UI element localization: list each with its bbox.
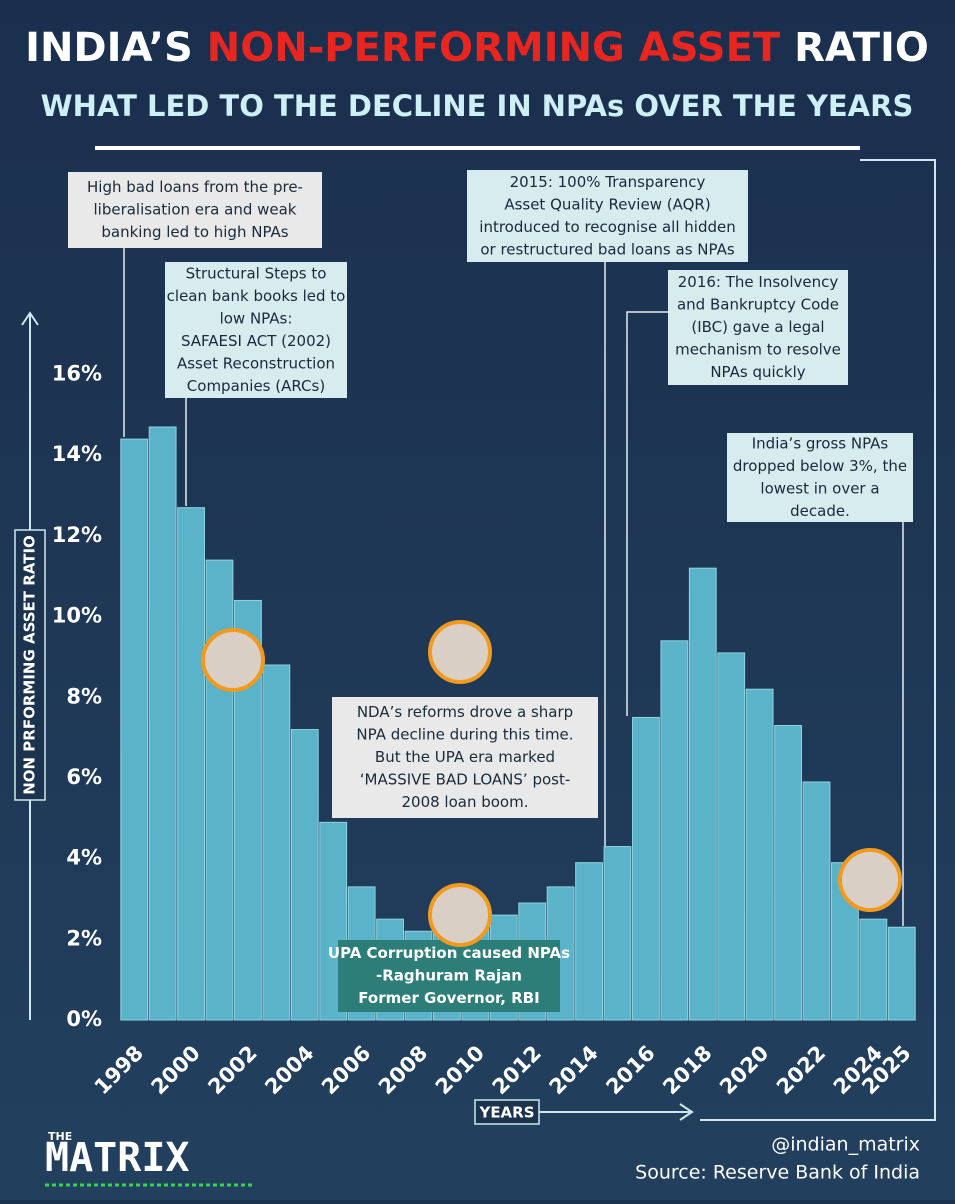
annotation-box bbox=[727, 433, 913, 522]
annotation-text: low NPAs: bbox=[220, 309, 293, 327]
portraits bbox=[201, 620, 902, 947]
annotation-text: India’s gross NPAs bbox=[752, 434, 889, 452]
annotation-text: 2008 loan boom. bbox=[401, 793, 528, 811]
handle: @indian_matrix bbox=[771, 1134, 920, 1156]
annotation-text: NPAs quickly bbox=[710, 363, 805, 381]
y-tick-label: 6% bbox=[66, 765, 102, 789]
chart-title: INDIA’S NON-PERFORMING ASSET RATIO bbox=[25, 25, 929, 71]
annotation-text: Asset Quality Review (AQR) bbox=[504, 195, 710, 213]
annotation-text: NPA decline during this time. bbox=[356, 726, 573, 744]
annotation-text: Structural Steps to bbox=[186, 264, 327, 282]
annotation-box bbox=[467, 170, 748, 262]
y-tick-label: 4% bbox=[66, 846, 102, 870]
annotation-text: (IBC) gave a legal bbox=[691, 318, 824, 336]
annotation-text: High bad loans from the pre- bbox=[87, 178, 303, 196]
x-arrow-head bbox=[679, 1103, 694, 1121]
source: Source: Reserve Bank of India bbox=[635, 1162, 920, 1184]
bar bbox=[660, 640, 689, 1021]
annotations: High bad loans from the pre-liberalisati… bbox=[68, 170, 913, 1012]
y-tick-label: 10% bbox=[52, 604, 102, 628]
annotation-box bbox=[338, 940, 560, 1012]
annotation-text: -Raghuram Rajan bbox=[376, 967, 522, 985]
annotation-text: clean bank books led to bbox=[167, 287, 346, 305]
bar bbox=[887, 926, 916, 1021]
annotation-text: SAFAESI ACT (2002) bbox=[181, 332, 331, 350]
bar bbox=[717, 652, 746, 1021]
annotation-text: decade. bbox=[790, 502, 850, 520]
bar bbox=[688, 567, 717, 1021]
y-tick-label: 16% bbox=[52, 362, 102, 386]
annotation-text: dropped below 3%, the bbox=[733, 457, 907, 475]
y-tick-label: 8% bbox=[66, 684, 102, 708]
annotation-text: mechanism to resolve bbox=[675, 341, 841, 359]
bar bbox=[575, 862, 603, 1021]
annotation-text: Former Governor, RBI bbox=[358, 989, 539, 1007]
frame bbox=[700, 159, 936, 1121]
x-label-box bbox=[474, 1099, 540, 1125]
y-tick-label: 0% bbox=[66, 1007, 102, 1031]
y-tick-label: 14% bbox=[52, 442, 102, 466]
portrait bbox=[838, 848, 902, 912]
annotation-text: But the UPA era marked bbox=[375, 748, 555, 766]
bar bbox=[148, 426, 177, 1021]
annotation-text: Asset Reconstruction bbox=[177, 354, 335, 372]
bar bbox=[120, 438, 149, 1021]
annotation-text: banking led to high NPAs bbox=[101, 223, 288, 241]
annotation-text: introduced to recognise all hidden bbox=[479, 218, 735, 236]
annotation-box bbox=[165, 262, 347, 398]
bar bbox=[774, 725, 802, 1021]
bar bbox=[632, 716, 660, 1021]
bar bbox=[290, 729, 319, 1021]
portrait bbox=[201, 628, 265, 692]
y-tick-label: 2% bbox=[66, 926, 102, 950]
portrait bbox=[428, 620, 492, 684]
y-axis-label: NON PRFORMING ASSET RATIO bbox=[21, 535, 39, 795]
annotation-text: ‘MASSIVE BAD LOANS’ post- bbox=[360, 771, 571, 789]
subtitle: WHAT LED TO THE DECLINE IN NPAs OVER THE… bbox=[41, 89, 914, 123]
bar bbox=[745, 688, 774, 1021]
bar bbox=[603, 846, 632, 1021]
annotation-box bbox=[668, 270, 848, 385]
y-label-box bbox=[14, 529, 46, 801]
y-tick-label: 12% bbox=[52, 523, 102, 547]
annotation-box bbox=[332, 697, 598, 818]
annotation-text: 2015: 100% Transparency bbox=[510, 173, 706, 191]
annotation-text: liberalisation era and weak bbox=[93, 201, 296, 219]
bar bbox=[177, 507, 205, 1021]
x-axis-label: YEARS bbox=[478, 1104, 534, 1122]
annotation-box bbox=[68, 172, 322, 248]
annotation-text: or restructured bad loans as NPAs bbox=[480, 240, 735, 258]
portrait bbox=[428, 883, 492, 947]
annotation-text: 2016: The Insolvency bbox=[678, 273, 839, 291]
bar bbox=[859, 918, 888, 1021]
annotation-text: UPA Corruption caused NPAs bbox=[328, 944, 570, 962]
annotation-text: NDA’s reforms drove a sharp bbox=[357, 703, 573, 721]
logo-small: THE bbox=[48, 1130, 72, 1143]
annotation-text: Companies (ARCs) bbox=[187, 377, 325, 395]
annotation-text: lowest in over a bbox=[760, 479, 879, 497]
bar bbox=[802, 781, 831, 1021]
connector bbox=[626, 311, 668, 716]
connectors bbox=[123, 248, 904, 926]
y-arrow-head bbox=[21, 311, 39, 326]
bar bbox=[262, 664, 291, 1021]
logo: MATRIX bbox=[45, 1135, 190, 1181]
annotation-text: and Bankruptcy Code bbox=[677, 296, 839, 314]
